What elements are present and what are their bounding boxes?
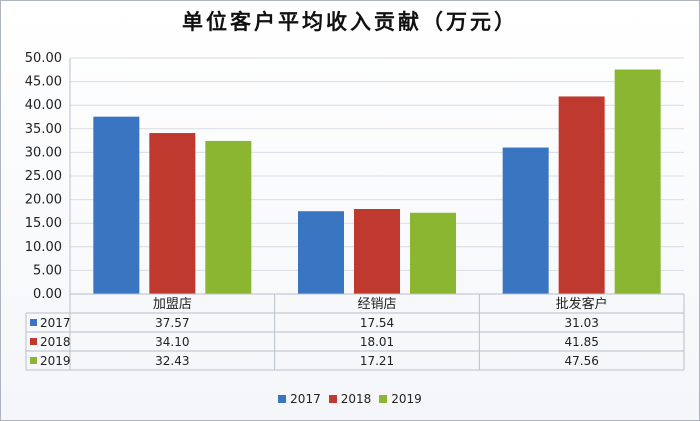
y-tick-label: 5.00 xyxy=(33,263,62,278)
y-tick-label: 0.00 xyxy=(33,287,62,302)
bar-2018-1 xyxy=(354,208,400,294)
legend-label: 2017 xyxy=(290,392,321,406)
legend-label: 2019 xyxy=(391,392,422,406)
bar-2018-2 xyxy=(558,96,605,294)
table-cell: 37.57 xyxy=(155,316,189,330)
legend-label: 2018 xyxy=(340,392,372,406)
table-cell: 32.43 xyxy=(155,354,189,368)
table-legend-swatch xyxy=(30,338,37,345)
table-row-label: 2017 xyxy=(40,316,71,330)
bar-2018-0 xyxy=(149,133,196,294)
category-label: 加盟店 xyxy=(153,297,192,312)
table-legend-swatch xyxy=(30,357,37,364)
bar-2019-1 xyxy=(410,212,456,294)
legend-item: 2018 xyxy=(328,392,372,406)
bar-2017-1 xyxy=(298,211,344,294)
y-tick-label: 20.00 xyxy=(25,193,62,208)
table-cell: 31.03 xyxy=(564,316,598,330)
bar-2017-0 xyxy=(93,116,140,294)
category-label: 经销店 xyxy=(357,297,396,312)
legend-swatch xyxy=(328,395,337,403)
table-cell: 17.21 xyxy=(360,354,394,368)
y-tick-label: 45.00 xyxy=(25,75,62,90)
y-tick-label: 35.00 xyxy=(25,122,62,137)
table-cell: 34.10 xyxy=(155,335,189,349)
table-row-label: 2019 xyxy=(40,354,71,368)
legend-swatch xyxy=(278,395,287,403)
table-row-label: 2018 xyxy=(40,335,71,349)
chart-title: 单位客户平均收入贡献（万元） xyxy=(182,10,518,34)
table-cell: 17.54 xyxy=(360,316,394,330)
y-tick-label: 50.00 xyxy=(25,51,62,66)
y-tick-label: 30.00 xyxy=(25,145,62,160)
table-cell: 18.01 xyxy=(360,335,394,349)
y-tick-label: 25.00 xyxy=(25,169,62,184)
legend-item: 2017 xyxy=(278,392,321,406)
legend-swatch xyxy=(379,395,388,403)
category-label: 批发客户 xyxy=(556,296,608,312)
table-cell: 41.85 xyxy=(564,335,598,349)
bar-2019-2 xyxy=(614,69,661,294)
bar-2017-2 xyxy=(502,147,549,294)
y-tick-label: 15.00 xyxy=(25,216,62,231)
y-tick-label: 40.00 xyxy=(25,98,62,113)
legend: 2017 2018 2019 xyxy=(0,392,700,406)
y-tick-label: 10.00 xyxy=(25,240,62,255)
legend-item: 2019 xyxy=(379,392,422,406)
table-cell: 47.56 xyxy=(564,354,598,368)
bar-2019-0 xyxy=(205,140,252,294)
table-legend-swatch xyxy=(30,319,37,326)
